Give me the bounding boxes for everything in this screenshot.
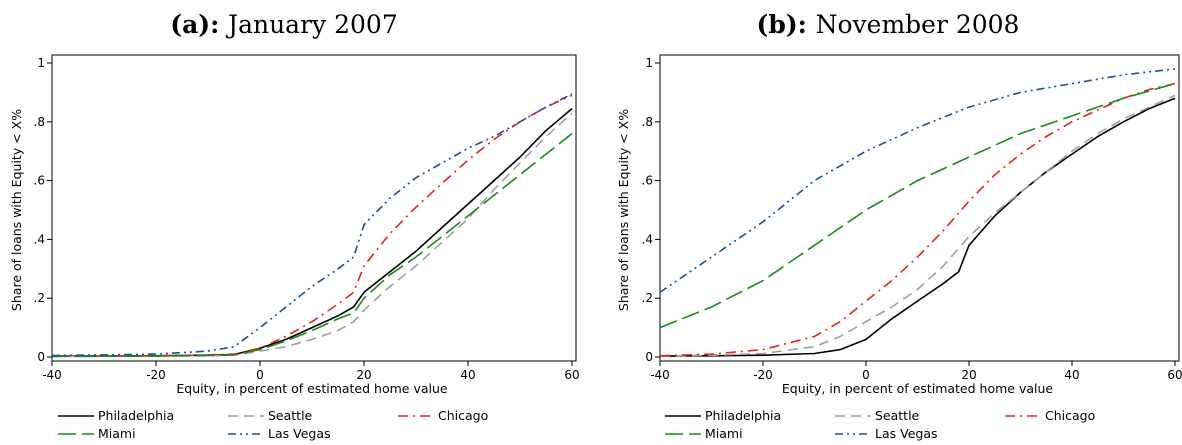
series-line-las-vegas — [659, 68, 1176, 293]
y-tick-label: .4 — [642, 232, 653, 246]
y-tick-label: .8 — [642, 115, 653, 129]
y-axis-label: Share of loans with Equity < X% — [616, 109, 631, 311]
y-tick-label: .2 — [642, 291, 653, 305]
series-line-las-vegas — [51, 93, 573, 357]
chart-panel-a: (a): January 2007 0 .2 .4 .6 .8 1 -40 -20 0 20 40 60… — [9, 10, 580, 441]
chart-title-text: November 2008 — [816, 10, 1020, 39]
chart-title-text: January 2007 — [225, 10, 398, 39]
x-tick-label: 40 — [1064, 368, 1079, 382]
legend-label: Philadelphia — [98, 408, 174, 423]
series-line-miami — [659, 82, 1176, 329]
series-line-chicago — [51, 94, 573, 357]
chart-title: (a): January 2007 — [170, 10, 397, 39]
x-axis-label: Equity, in percent of estimated home val… — [782, 381, 1053, 396]
x-tick-label: 0 — [862, 368, 870, 382]
plot-frame — [659, 54, 1180, 362]
y-tick-label: .8 — [34, 115, 45, 129]
x-tick-label: 0 — [256, 368, 264, 382]
legend-label: Seattle — [875, 408, 920, 423]
legend-label: Las Vegas — [875, 426, 938, 441]
x-axis-label: Equity, in percent of estimated home val… — [176, 381, 447, 396]
y-tick-label: 1 — [37, 56, 45, 70]
x-tick-label: 20 — [961, 368, 976, 382]
chart-title: (b): November 2008 — [757, 10, 1020, 39]
series-line-philadelphia — [659, 97, 1176, 357]
series-line-philadelphia — [51, 107, 573, 357]
series-line-chicago — [659, 82, 1176, 357]
x-tick-label: -40 — [650, 368, 670, 382]
x-tick-label: 40 — [460, 368, 475, 382]
legend-label: Miami — [705, 426, 743, 441]
x-tick-label: -20 — [146, 368, 166, 382]
y-tick-label: 1 — [645, 56, 653, 70]
y-tick-label: .4 — [34, 232, 45, 246]
series-line-miami — [51, 132, 573, 358]
chart-title-prefix: (a): — [170, 10, 228, 39]
x-tick-label: -20 — [753, 368, 773, 382]
x-tick-label: 60 — [1167, 368, 1182, 382]
legend-label: Miami — [98, 426, 136, 441]
x-tick-label: 20 — [356, 368, 371, 382]
y-tick-label: 0 — [645, 350, 653, 364]
chart-title-prefix: (b): — [757, 10, 816, 39]
y-axis-label: Share of loans with Equity < X% — [9, 109, 24, 311]
x-tick-label: 60 — [564, 368, 579, 382]
y-tick-label: 0 — [37, 350, 45, 364]
x-tick-label: -40 — [42, 368, 62, 382]
legend-label: Chicago — [1045, 408, 1095, 423]
chart-panel-b: (b): November 2008 0 .2 .4 .6 .8 1 -40 -20 0 20 40 6… — [616, 10, 1182, 441]
y-tick-label: .2 — [34, 291, 45, 305]
series-line-seattle — [659, 94, 1176, 357]
legend-label: Las Vegas — [268, 426, 331, 441]
plot-frame — [51, 54, 577, 362]
legend-label: Philadelphia — [705, 408, 781, 423]
legend-label: Chicago — [438, 408, 488, 423]
y-tick-label: .6 — [642, 174, 653, 188]
y-tick-label: .6 — [34, 174, 45, 188]
legend-label: Seattle — [268, 408, 313, 423]
series-line-seattle — [51, 112, 573, 358]
